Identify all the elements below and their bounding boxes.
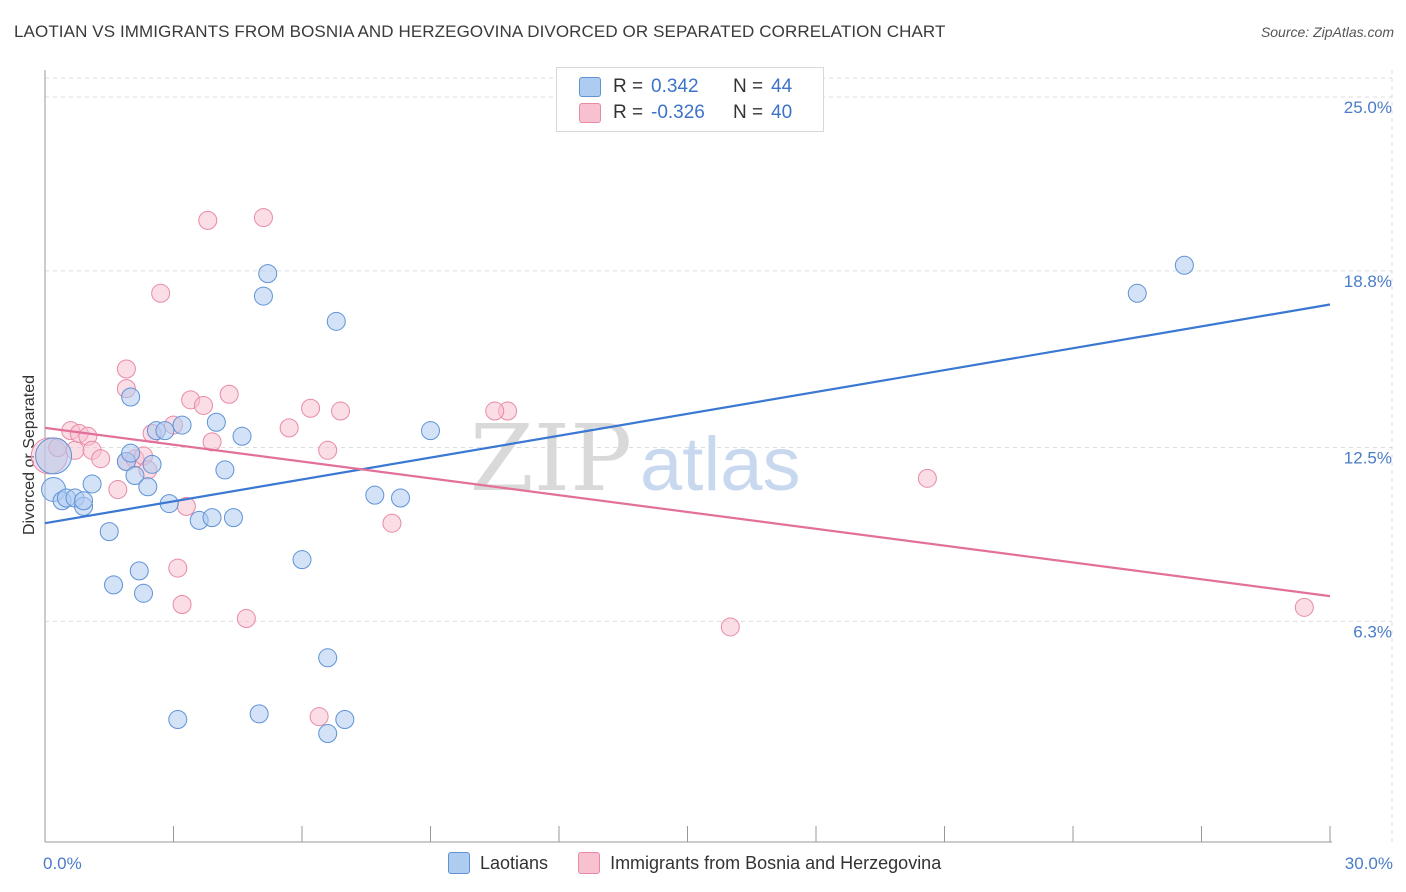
bosnia-trend-line — [44, 426, 1331, 598]
bosnia-point — [485, 401, 505, 421]
legend-r-value: 0.342 — [651, 76, 699, 97]
bosnia-point — [219, 384, 239, 404]
bosnia-point — [108, 480, 128, 500]
laotian-point — [391, 488, 411, 508]
legend-r-label: R = — [613, 102, 644, 123]
laotian-point — [138, 477, 158, 497]
legend-swatch-pink — [579, 103, 601, 123]
bosnia-point — [1294, 597, 1314, 617]
laotian-point — [292, 550, 312, 570]
laotian-point — [318, 648, 338, 668]
bosnia-point — [236, 609, 256, 629]
legend-swatch-pink — [578, 852, 601, 874]
laotian-point — [421, 421, 440, 441]
bosnia-point — [202, 432, 222, 452]
bosnia-point — [331, 401, 351, 421]
legend-item-laotians[interactable]: Laotians — [448, 852, 548, 874]
legend-n-value: 40 — [771, 102, 793, 123]
laotian-point — [125, 466, 145, 486]
legend-swatch-blue — [579, 77, 601, 97]
bosnia-point — [168, 558, 188, 578]
laotian-point — [82, 474, 102, 494]
legend-r-value: -0.326 — [651, 102, 705, 123]
laotian-point — [1127, 283, 1147, 303]
legend-row-bosnia: R = -0.326 N = 40 — [579, 101, 792, 125]
laotian-point — [142, 454, 162, 474]
bosnia-point — [253, 208, 273, 228]
legend-n-value: 44 — [771, 76, 793, 97]
laotian-point — [335, 709, 355, 729]
laotian-point — [365, 485, 385, 505]
laotian-point — [249, 704, 269, 724]
bosnia-point — [301, 398, 321, 418]
bosnia-point — [91, 449, 111, 469]
bosnia-point — [720, 617, 740, 637]
data-points — [30, 208, 1314, 744]
bosnia-point — [318, 440, 338, 460]
laotian-point — [202, 508, 222, 528]
y-tick-label: 18.8% — [1344, 272, 1392, 291]
laotian-point — [155, 421, 175, 441]
x-tick-label: 30.0% — [1345, 854, 1393, 873]
tick-labels: 6.3% 12.5% 18.8% 25.0% 0.0% 30.0% — [43, 98, 1393, 873]
watermark-zip: ZIP — [470, 405, 632, 512]
legend-n-label: N = — [733, 76, 764, 97]
laotian-point — [258, 264, 278, 284]
laotian-point — [318, 724, 338, 744]
laotian-point — [99, 522, 119, 542]
series-legend: Laotians Immigrants from Bosnia and Herz… — [448, 852, 971, 874]
y-tick-label: 12.5% — [1344, 449, 1392, 468]
trend-lines — [44, 303, 1331, 598]
laotian-point — [326, 311, 346, 331]
laotian-point — [121, 387, 141, 407]
laotian-point — [223, 508, 243, 528]
watermark: ZIP atlas — [470, 405, 801, 512]
bosnia-point — [279, 418, 299, 438]
laotian-point — [253, 286, 273, 306]
laotian-point — [206, 412, 226, 432]
bosnia-point — [382, 513, 402, 533]
laotian-point — [35, 437, 73, 475]
source-label: Source: ZipAtlas.com — [1260, 24, 1394, 40]
y-tick-label: 6.3% — [1353, 622, 1392, 641]
stats-legend: R = 0.342 N = 44 R = -0.326 N = 40 — [556, 67, 824, 132]
y-tick-label: 25.0% — [1344, 98, 1392, 117]
watermark-atlas: atlas — [640, 422, 801, 507]
laotian-point — [104, 575, 124, 595]
laotian-point — [168, 709, 188, 729]
laotian-point — [232, 426, 252, 446]
legend-swatch-blue — [448, 852, 470, 874]
bosnia-point — [198, 210, 218, 230]
laotian-point — [121, 443, 141, 463]
laotian-point — [215, 460, 235, 480]
bosnia-point — [172, 595, 192, 615]
bosnia-point — [917, 468, 937, 488]
bosnia-point — [309, 707, 329, 727]
legend-row-laotians: R = 0.342 N = 44 — [579, 75, 792, 99]
legend-label-laotians: Laotians — [480, 852, 549, 873]
x-tick-label: 0.0% — [43, 854, 82, 873]
legend-label-bosnia: Immigrants from Bosnia and Herzegovina — [610, 852, 942, 873]
chart-title: LAOTIAN VS IMMIGRANTS FROM BOSNIA AND HE… — [14, 22, 946, 41]
laotian-trend-line — [44, 303, 1331, 525]
laotian-point — [172, 415, 192, 435]
bosnia-point — [151, 283, 171, 303]
laotian-point — [74, 491, 94, 511]
legend-item-bosnia[interactable]: Immigrants from Bosnia and Herzegovina — [578, 852, 941, 874]
laotian-point — [134, 583, 154, 603]
bosnia-point — [116, 359, 136, 379]
bosnia-point — [193, 395, 213, 415]
laotian-point — [1174, 255, 1194, 275]
legend-r-label: R = — [613, 76, 644, 97]
legend-n-label: N = — [733, 102, 764, 123]
laotian-point — [129, 561, 149, 581]
